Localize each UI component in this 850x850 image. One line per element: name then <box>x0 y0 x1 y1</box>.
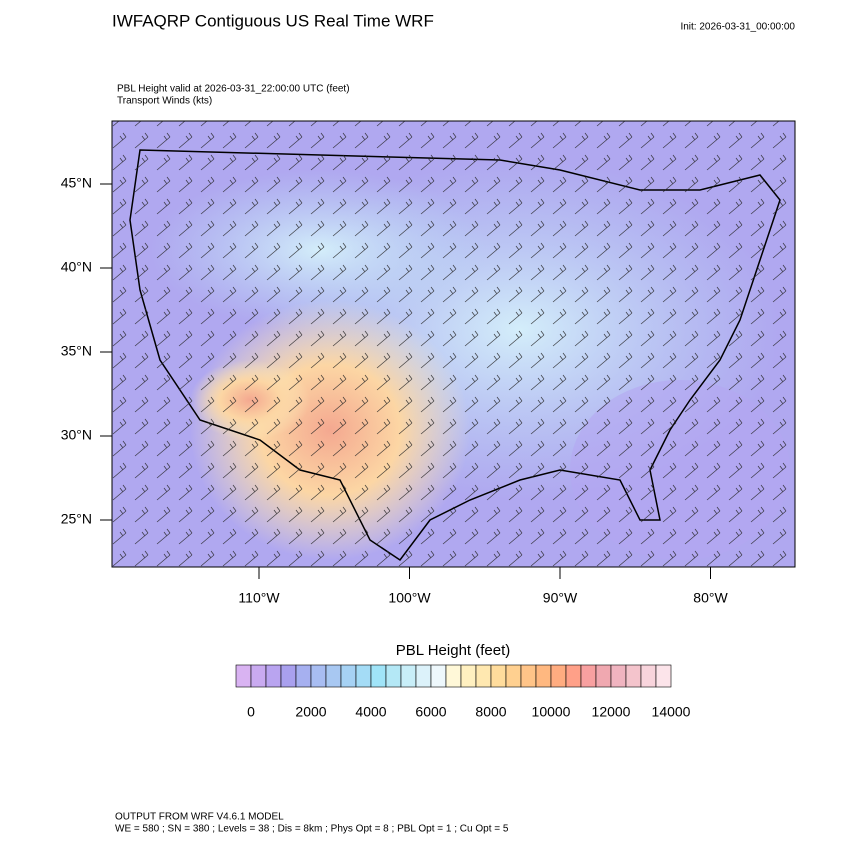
colorbar-box <box>415 664 432 688</box>
colorbar-box <box>520 664 537 688</box>
colorbar-box <box>370 664 387 688</box>
colorbar-box <box>535 664 552 688</box>
colorbar-box <box>640 664 657 688</box>
colorbar-box <box>580 664 597 688</box>
lat-label: 35°N <box>61 343 92 359</box>
colorbar-label: 2000 <box>295 704 326 720</box>
colorbar-label: 4000 <box>355 704 386 720</box>
colorbar-box <box>490 664 507 688</box>
colorbar-box <box>430 664 447 688</box>
lat-label: 40°N <box>61 259 92 275</box>
lat-label: 45°N <box>61 175 92 191</box>
colorbar-box <box>505 664 522 688</box>
colorbar-label: 8000 <box>475 704 506 720</box>
colorbar-label: 14000 <box>652 704 691 720</box>
lon-label: 100°W <box>388 590 431 606</box>
colorbar-box <box>325 664 342 688</box>
colorbar-box <box>475 664 492 688</box>
lat-label: 30°N <box>61 427 92 443</box>
map-frame <box>111 120 796 568</box>
title: IWFAQRP Contiguous US Real Time WRF <box>112 11 434 30</box>
colorbar-box <box>655 664 672 688</box>
colorbar-box <box>250 664 267 688</box>
winds-label: Transport Winds (kts) <box>117 96 212 107</box>
colorbar-box <box>625 664 642 688</box>
wind-barbs <box>112 121 795 567</box>
colorbar-label: 6000 <box>415 704 446 720</box>
colorbar-box <box>340 664 357 688</box>
colorbar-box <box>280 664 297 688</box>
footer-line: OUTPUT FROM WRF V4.6.1 MODEL <box>115 812 284 823</box>
lon-label: 110°W <box>238 590 280 606</box>
colorbar-box <box>460 664 477 688</box>
colorbar-label: 0 <box>247 704 255 720</box>
colorbar-box <box>595 664 612 688</box>
colorbar-box <box>355 664 372 688</box>
footer-line: WE = 580 ; SN = 380 ; Levels = 38 ; Dis … <box>115 824 509 835</box>
colorbar-title: PBL Height (feet) <box>396 642 511 659</box>
colorbar-box <box>265 664 282 688</box>
colorbar-label: 10000 <box>532 704 571 720</box>
colorbar-box <box>385 664 402 688</box>
colorbar-box <box>400 664 417 688</box>
field-label: PBL Height valid at 2026-03-31_22:00:00 … <box>117 84 350 95</box>
colorbar-box <box>610 664 627 688</box>
colorbar-box <box>445 664 462 688</box>
map <box>111 120 796 568</box>
colorbar-box <box>295 664 312 688</box>
lat-label: 25°N <box>61 511 92 527</box>
init-time: Init: 2026-03-31_00:00:00 <box>680 22 795 33</box>
colorbar-box <box>550 664 567 688</box>
lon-label: 90°W <box>543 590 578 606</box>
colorbar-label: 12000 <box>592 704 631 720</box>
colorbar-box <box>310 664 327 688</box>
lon-label: 80°W <box>693 590 728 606</box>
colorbar-box <box>565 664 582 688</box>
colorbar-box <box>235 664 252 688</box>
